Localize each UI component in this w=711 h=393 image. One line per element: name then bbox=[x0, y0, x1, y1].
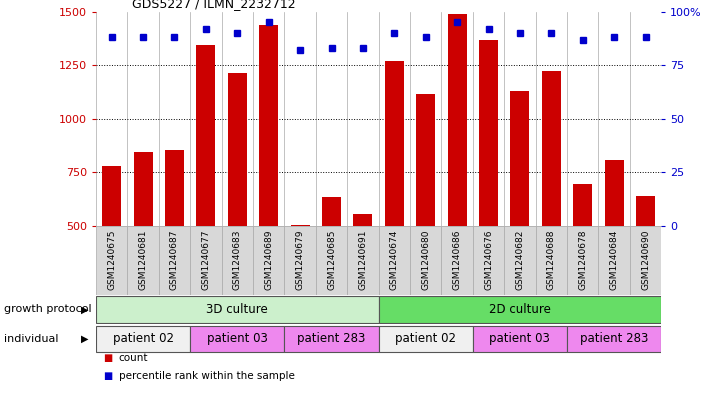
Bar bbox=[284, 326, 378, 352]
Bar bbox=[196, 45, 215, 226]
Bar bbox=[599, 226, 630, 295]
Bar bbox=[127, 226, 159, 295]
Text: GSM1240688: GSM1240688 bbox=[547, 230, 556, 290]
Text: ▶: ▶ bbox=[81, 334, 89, 344]
Text: ■: ■ bbox=[103, 371, 112, 382]
Bar bbox=[102, 166, 121, 226]
Text: GSM1240683: GSM1240683 bbox=[232, 230, 242, 290]
Bar bbox=[567, 226, 599, 295]
Bar bbox=[473, 326, 567, 352]
Bar bbox=[535, 226, 567, 295]
Bar bbox=[96, 296, 378, 323]
Bar bbox=[191, 326, 284, 352]
Text: ▶: ▶ bbox=[81, 305, 89, 314]
Bar bbox=[630, 226, 661, 295]
Bar bbox=[442, 226, 473, 295]
Text: GSM1240684: GSM1240684 bbox=[609, 230, 619, 290]
Bar bbox=[316, 226, 347, 295]
Text: patient 03: patient 03 bbox=[489, 332, 550, 345]
Bar bbox=[636, 196, 655, 226]
Text: GSM1240680: GSM1240680 bbox=[421, 230, 430, 290]
Bar bbox=[542, 71, 561, 226]
Bar bbox=[378, 326, 473, 352]
Bar bbox=[604, 160, 624, 226]
Text: GDS5227 / ILMN_2232712: GDS5227 / ILMN_2232712 bbox=[132, 0, 295, 10]
Bar bbox=[253, 226, 284, 295]
Text: 2D culture: 2D culture bbox=[489, 303, 551, 316]
Text: individual: individual bbox=[4, 334, 58, 344]
Bar bbox=[410, 226, 442, 295]
Text: GSM1240678: GSM1240678 bbox=[578, 230, 587, 290]
Text: patient 02: patient 02 bbox=[395, 332, 456, 345]
Bar bbox=[473, 226, 504, 295]
Bar bbox=[573, 184, 592, 226]
Text: growth protocol: growth protocol bbox=[4, 305, 91, 314]
Text: GSM1240690: GSM1240690 bbox=[641, 230, 650, 290]
Bar bbox=[479, 40, 498, 226]
Bar bbox=[284, 226, 316, 295]
Text: patient 03: patient 03 bbox=[207, 332, 268, 345]
Bar bbox=[96, 226, 127, 295]
Bar bbox=[353, 214, 373, 226]
Text: GSM1240681: GSM1240681 bbox=[139, 230, 148, 290]
Bar bbox=[504, 226, 535, 295]
Text: GSM1240685: GSM1240685 bbox=[327, 230, 336, 290]
Bar bbox=[134, 152, 152, 226]
Bar bbox=[159, 226, 191, 295]
Bar bbox=[191, 226, 222, 295]
Bar bbox=[228, 73, 247, 226]
Text: GSM1240687: GSM1240687 bbox=[170, 230, 179, 290]
Text: GSM1240689: GSM1240689 bbox=[264, 230, 273, 290]
Bar bbox=[260, 25, 278, 226]
Bar bbox=[347, 226, 378, 295]
Bar bbox=[416, 94, 435, 226]
Bar bbox=[96, 326, 191, 352]
Bar bbox=[322, 197, 341, 226]
Text: GSM1240679: GSM1240679 bbox=[296, 230, 304, 290]
Bar bbox=[378, 226, 410, 295]
Bar bbox=[567, 326, 661, 352]
Bar bbox=[165, 150, 184, 226]
Bar bbox=[385, 61, 404, 226]
Text: percentile rank within the sample: percentile rank within the sample bbox=[119, 371, 294, 382]
Text: count: count bbox=[119, 353, 148, 363]
Text: patient 02: patient 02 bbox=[112, 332, 173, 345]
Text: GSM1240675: GSM1240675 bbox=[107, 230, 116, 290]
Text: patient 283: patient 283 bbox=[297, 332, 365, 345]
Text: GSM1240691: GSM1240691 bbox=[358, 230, 368, 290]
Text: ■: ■ bbox=[103, 353, 112, 363]
Bar bbox=[378, 296, 661, 323]
Text: GSM1240682: GSM1240682 bbox=[515, 230, 525, 290]
Text: GSM1240677: GSM1240677 bbox=[201, 230, 210, 290]
Bar bbox=[291, 225, 309, 226]
Text: patient 283: patient 283 bbox=[580, 332, 648, 345]
Text: GSM1240686: GSM1240686 bbox=[453, 230, 461, 290]
Bar bbox=[448, 14, 466, 226]
Text: GSM1240676: GSM1240676 bbox=[484, 230, 493, 290]
Bar bbox=[222, 226, 253, 295]
Text: 3D culture: 3D culture bbox=[206, 303, 268, 316]
Bar bbox=[510, 91, 529, 226]
Text: GSM1240674: GSM1240674 bbox=[390, 230, 399, 290]
